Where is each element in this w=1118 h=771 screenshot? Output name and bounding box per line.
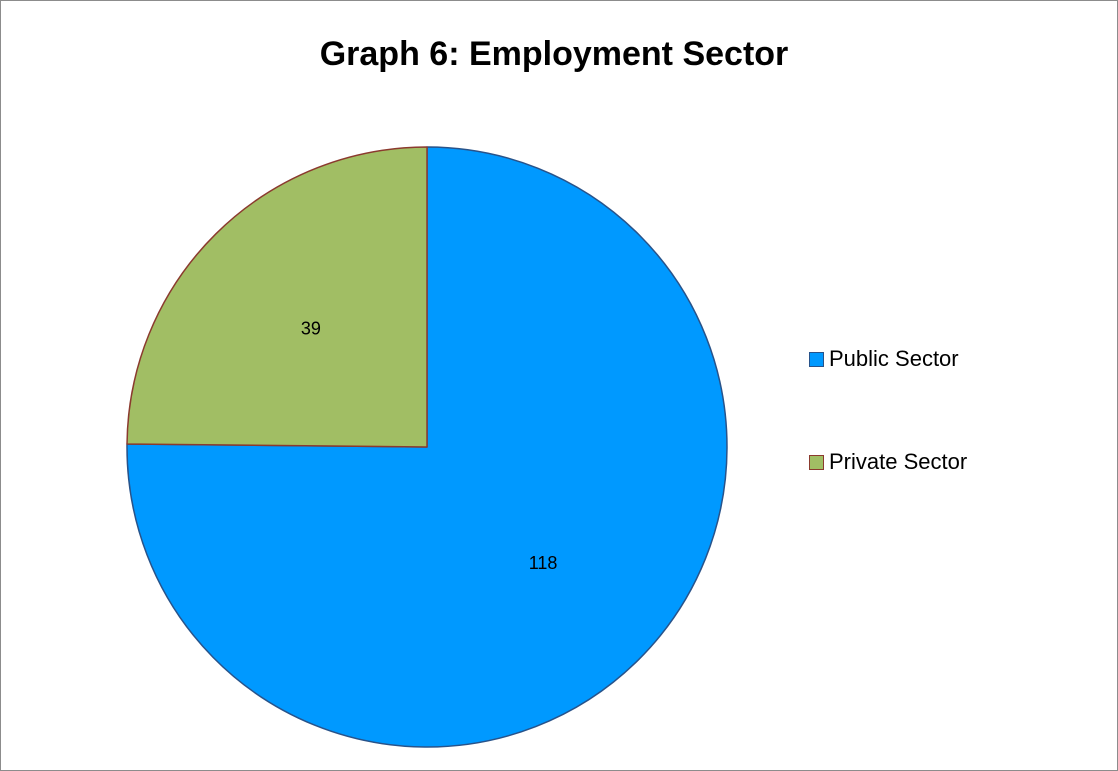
legend-label-public-sector: Public Sector bbox=[829, 346, 959, 371]
legend-label-private-sector: Private Sector bbox=[829, 449, 968, 474]
data-label-private-sector: 39 bbox=[301, 318, 321, 338]
pie-slices bbox=[126, 146, 728, 748]
pie-slice-private-sector bbox=[126, 146, 428, 448]
legend-swatch-public-sector bbox=[809, 351, 824, 367]
pie-slice-labels: 118 39 bbox=[301, 318, 558, 573]
data-label-public-sector: 118 bbox=[529, 553, 558, 573]
legend-swatch-private-sector bbox=[809, 454, 824, 470]
chart-title: Graph 6: Employment Sector bbox=[319, 35, 789, 73]
legend-item-public-sector: Public Sector bbox=[809, 344, 959, 374]
legend-item-private-sector: Private Sector bbox=[809, 447, 967, 477]
